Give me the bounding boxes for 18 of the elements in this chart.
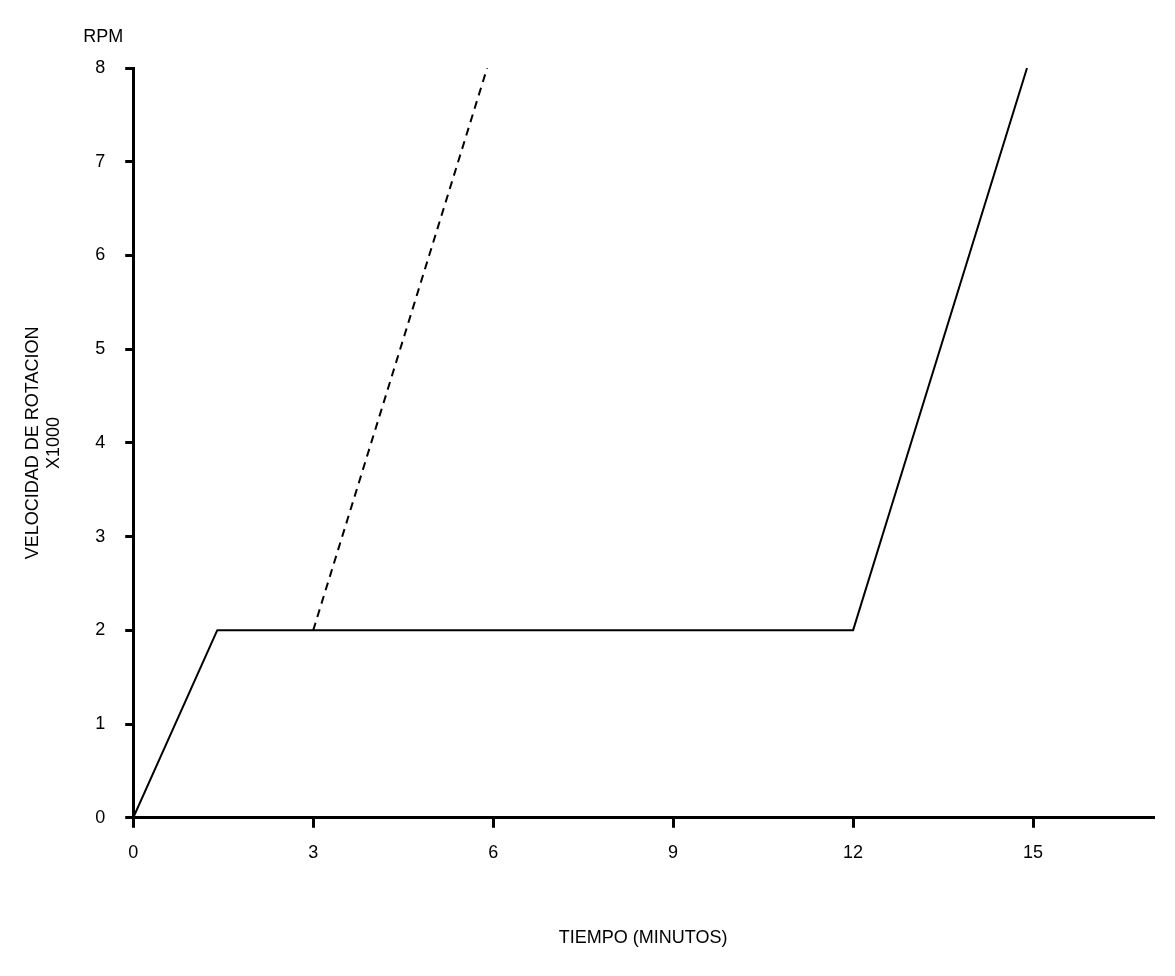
x-tick-label: 6 xyxy=(488,841,499,862)
y-tick-label: 5 xyxy=(95,338,106,359)
y-tick-label: 2 xyxy=(95,619,106,640)
y-tick-label: 0 xyxy=(95,806,106,827)
x-tick-label: 3 xyxy=(308,841,319,862)
text: RPM xyxy=(83,25,124,46)
x-tick-label: 9 xyxy=(668,841,679,862)
x-tick-label: 0 xyxy=(128,841,139,862)
y-tick-label: 7 xyxy=(95,150,106,171)
x-axis-title: TIEMPO (MINUTOS) xyxy=(558,927,728,948)
y-tick-label: 4 xyxy=(95,431,106,452)
x-tick-label: 15 xyxy=(1023,841,1044,862)
y-axis-title: VELOCIDAD DE ROTACION X1000 xyxy=(21,326,64,560)
y-tick-label: 8 xyxy=(95,56,106,77)
x-tick-label: 12 xyxy=(843,841,864,862)
y-tick-label: 6 xyxy=(95,244,106,265)
y-tick-label: 3 xyxy=(95,525,106,546)
y-tick-label: 1 xyxy=(95,713,106,734)
